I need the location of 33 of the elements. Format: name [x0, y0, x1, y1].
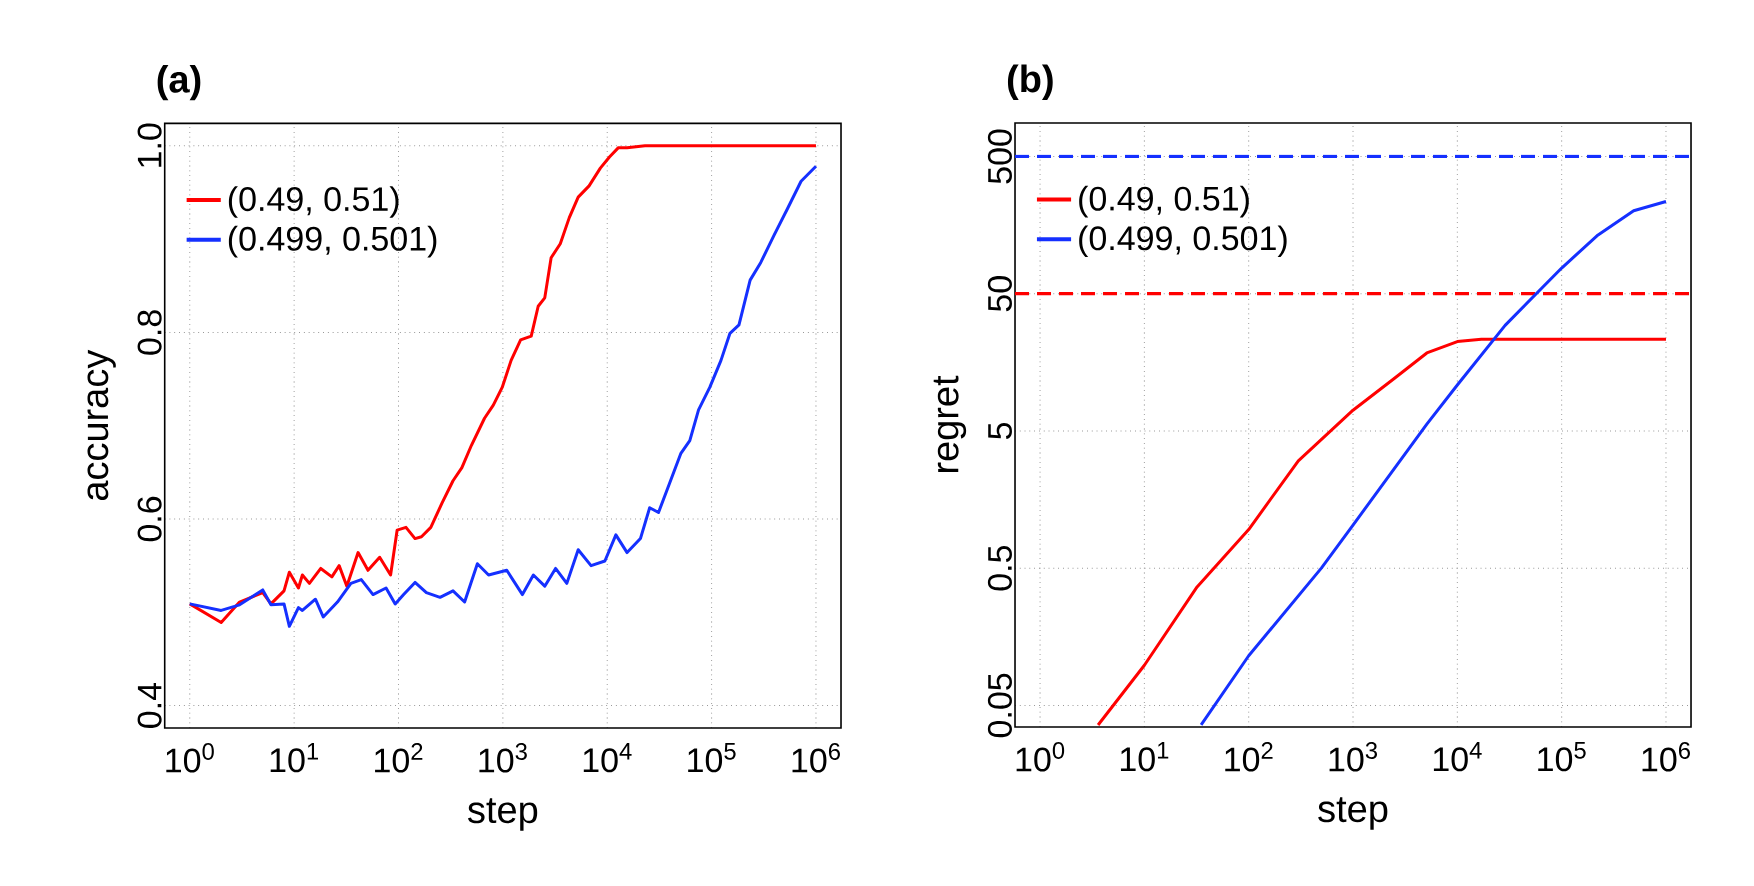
- x-tick-label: 10$^{3}$: [1329, 742, 1378, 772]
- x-tick-label: 10$^{5}$: [1538, 742, 1586, 772]
- y-tick-label: 0.4: [137, 682, 162, 728]
- x-axis-title: step: [468, 798, 538, 831]
- x-tick-label: 10$^{0}$: [166, 743, 214, 773]
- y-tick-label: 5: [988, 422, 1012, 440]
- legend-label: (0.499, 0.501): [1079, 225, 1287, 258]
- y-tick-label: 0.8: [137, 310, 162, 355]
- y-tick-label: 50: [987, 276, 1012, 312]
- y-tick-label: 500: [987, 129, 1012, 184]
- x-axis-title: step: [1318, 797, 1388, 830]
- y-tick-label: 1.0: [137, 123, 162, 167]
- y-tick-label: 0.5: [987, 545, 1012, 591]
- x-tick-label: 10$^{3}$: [479, 743, 527, 773]
- y-tick-label: 0.6: [137, 496, 162, 542]
- x-tick-label: 10$^{6}$: [1642, 742, 1690, 772]
- y-axis-title: regret: [933, 375, 967, 473]
- x-tick-label: 10$^{6}$: [792, 743, 840, 773]
- legend-label: (0.49, 0.51): [1079, 185, 1249, 218]
- y-tick-label: 0.05: [987, 673, 1012, 738]
- x-tick-label: 10$^{4}$: [583, 743, 632, 773]
- x-tick-label: 10$^{5}$: [688, 743, 736, 773]
- x-tick-label: 10$^{1}$: [1120, 742, 1169, 772]
- x-tick-label: 10$^{4}$: [1433, 742, 1482, 772]
- legend-label: (0.49, 0.51): [228, 186, 399, 218]
- chart-title: (b): [1007, 64, 1053, 100]
- legend-label: (0.499, 0.501): [228, 225, 437, 258]
- x-tick-label: 10$^{2}$: [375, 743, 423, 773]
- y-axis-title: accuracy: [87, 349, 116, 501]
- x-tick-label: 10$^{1}$: [270, 743, 318, 773]
- x-tick-label: 10$^{0}$: [1016, 742, 1065, 772]
- x-tick-label: 10$^{2}$: [1225, 742, 1273, 772]
- chart-title: (a): [157, 64, 201, 101]
